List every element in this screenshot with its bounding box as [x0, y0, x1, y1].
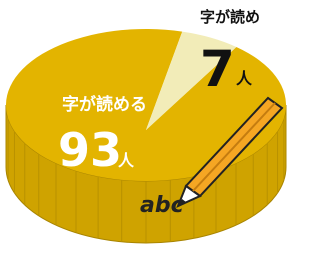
slice-label: 字が読める [62, 94, 147, 115]
slice-value: 93 [58, 123, 122, 177]
slice-label: 字が読め [200, 8, 260, 26]
chart: 字が読める 93 人 字が読め 7 人 abc [0, 0, 293, 265]
annotation: abc [140, 193, 184, 218]
unit-label: 人 [236, 69, 253, 88]
slice-value: 7 [200, 40, 235, 98]
unit-label: 人 [118, 151, 135, 170]
